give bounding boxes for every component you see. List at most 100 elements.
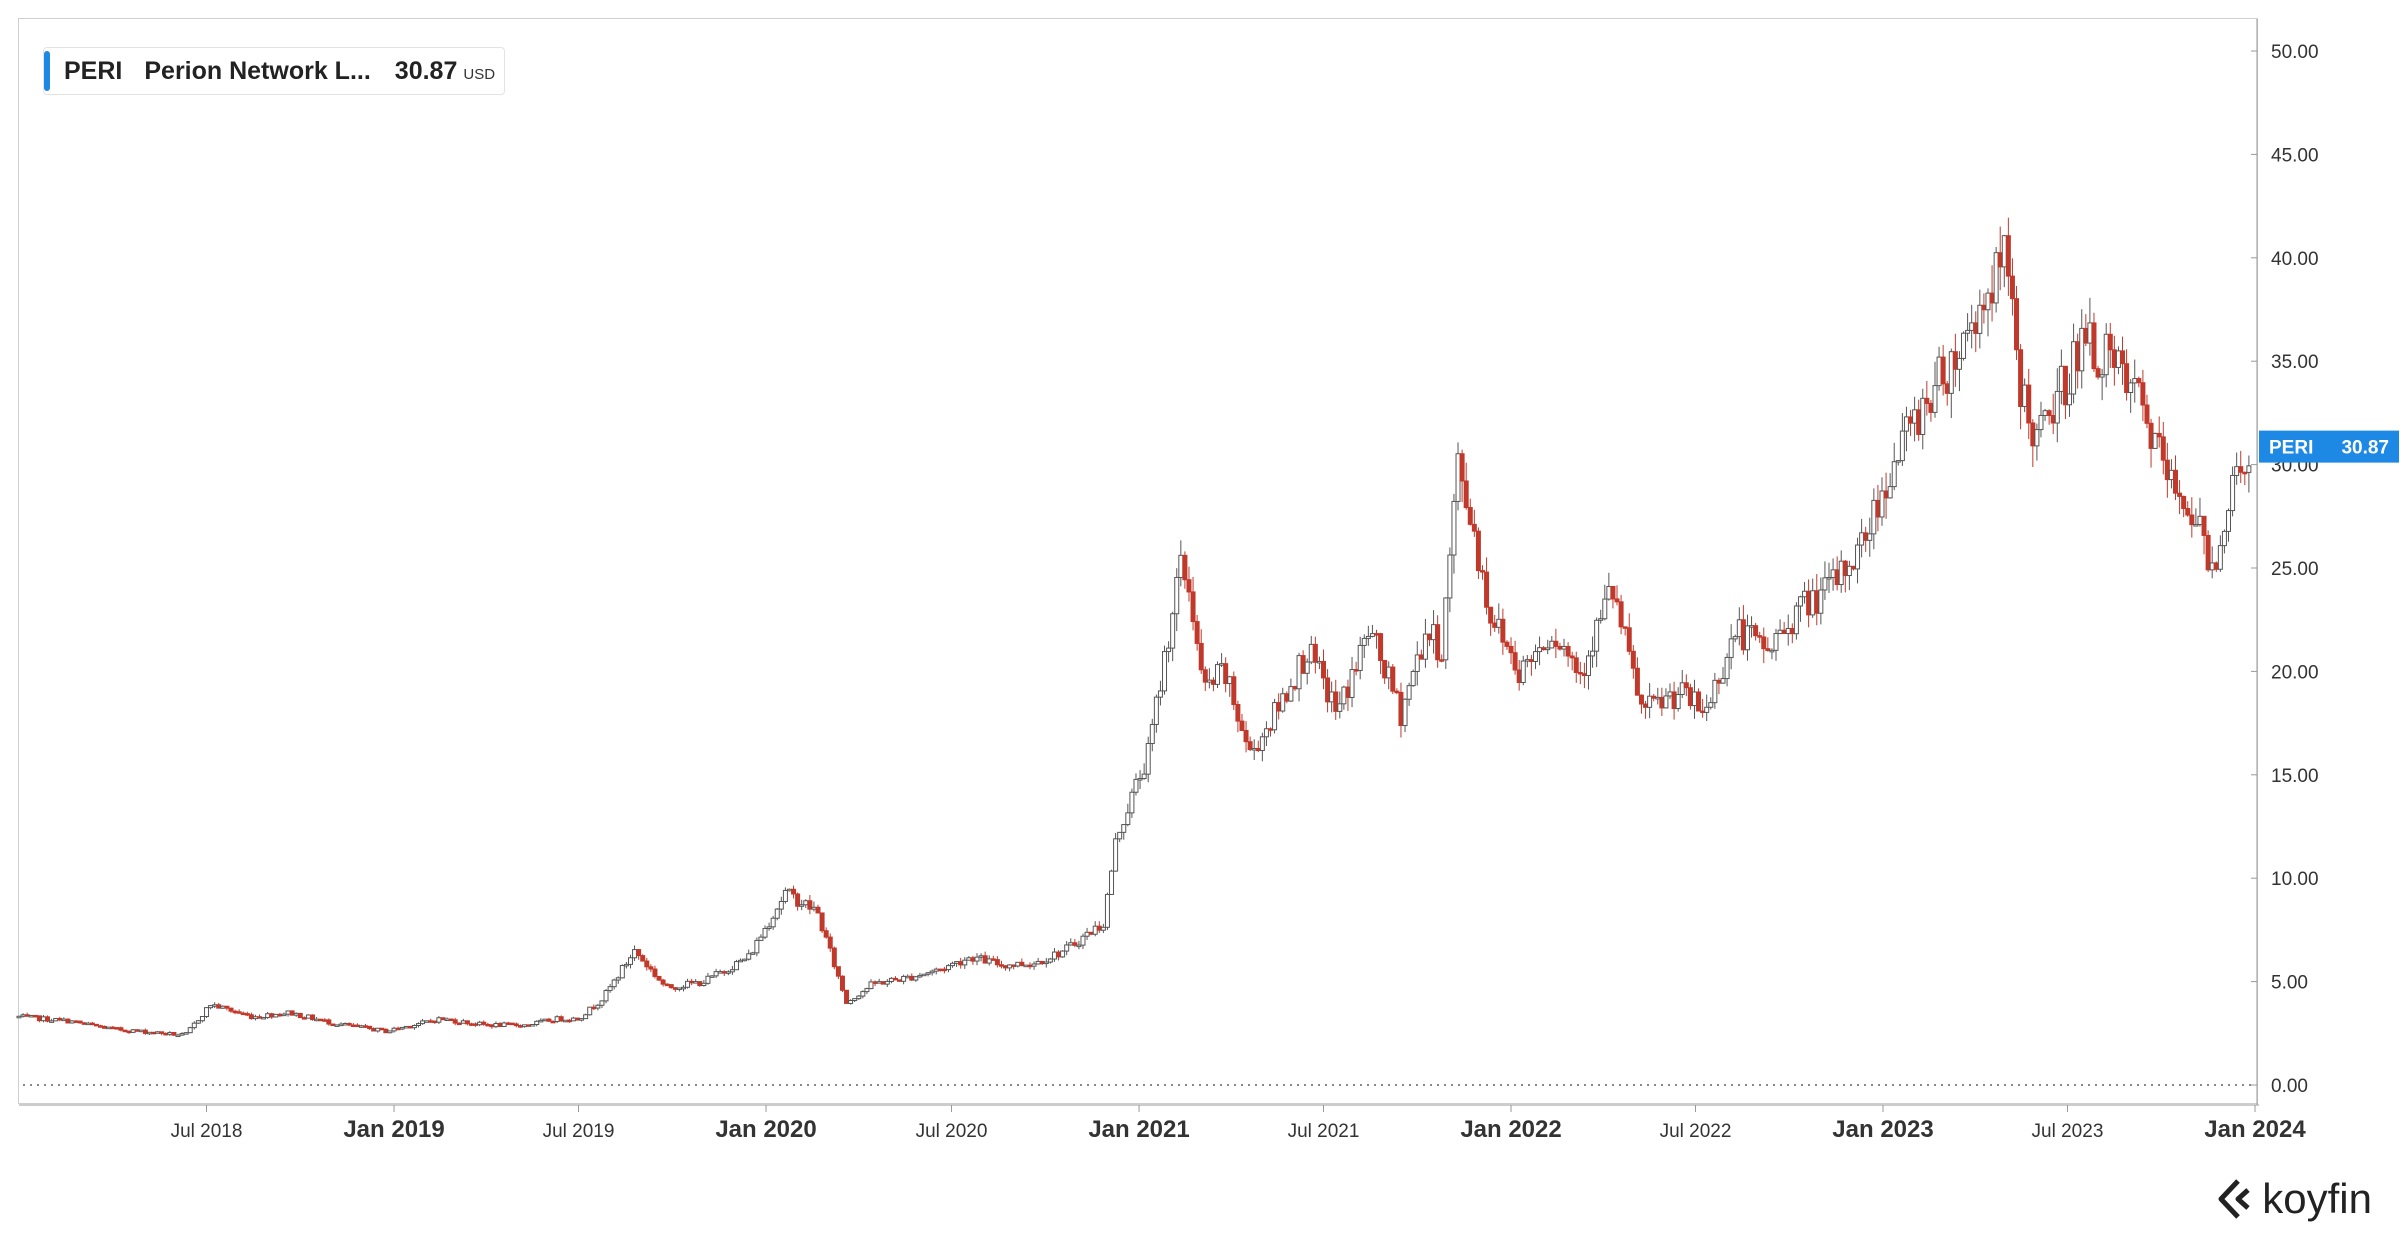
candle-body <box>1965 329 1971 334</box>
candle-body <box>521 1024 527 1028</box>
candle-body <box>587 1006 593 1016</box>
candle-body <box>562 1019 568 1023</box>
candle-body <box>1594 619 1600 652</box>
candle-body <box>1838 560 1844 586</box>
candle-body <box>1952 351 1958 370</box>
candle-body <box>1667 691 1673 697</box>
candle-body <box>1826 576 1832 580</box>
candle-body <box>766 926 772 929</box>
candle-body <box>2099 374 2105 378</box>
candle-body <box>1708 702 1714 708</box>
candle-body <box>49 1020 55 1023</box>
candle-body <box>1891 461 1897 488</box>
candle-body <box>1916 409 1922 435</box>
candle-body <box>994 959 1000 966</box>
candle-body <box>1700 710 1706 714</box>
candle-body <box>982 955 988 964</box>
candle-body <box>1797 596 1803 607</box>
y-tick-label: 25.00 <box>2271 559 2319 580</box>
candle-body <box>2103 333 2109 376</box>
candle-body <box>1337 703 1343 712</box>
candle-body <box>2022 384 2028 407</box>
candle-body <box>2193 524 2199 527</box>
candle-body <box>868 981 874 990</box>
candle-body <box>1541 647 1547 651</box>
candle-body <box>1463 480 1469 509</box>
candle-body <box>1357 644 1363 671</box>
candle-body <box>876 981 882 984</box>
candle-body <box>28 1014 34 1018</box>
koyfin-logo: koyfin <box>2214 1174 2372 1224</box>
candle-body <box>1325 677 1331 703</box>
candle-body <box>1471 523 1477 532</box>
candle-body <box>1149 723 1155 745</box>
candle-body <box>1361 637 1367 646</box>
candle-body <box>301 1017 307 1020</box>
chart-panel: 0.00 5.00 10.00 15.00 20.00 25.00 30.00 35.00 40… <box>16 18 2399 1143</box>
candle-body <box>880 981 886 985</box>
candle-body <box>1724 656 1730 680</box>
candle-body <box>220 1005 226 1009</box>
candle-body <box>1202 669 1208 683</box>
candle-body <box>1422 633 1428 660</box>
candle-body <box>391 1027 397 1032</box>
candle-body <box>644 960 650 968</box>
candle-body <box>1561 645 1567 650</box>
candle-body <box>619 964 625 979</box>
candle-body <box>212 1004 218 1007</box>
candle-body <box>77 1020 83 1024</box>
candle-body <box>1402 698 1408 727</box>
ticker-legend[interactable]: PERI Perion Network L... 30.87 USD <box>43 47 505 95</box>
y-tick-label: 45.00 <box>2271 145 2319 166</box>
candle-body <box>1818 589 1824 614</box>
candle-body <box>2009 275 2015 300</box>
candle-body <box>1598 618 1604 621</box>
candle-body <box>1626 627 1632 652</box>
last-price-tag <box>2259 430 2399 463</box>
candle-body <box>1659 696 1665 709</box>
candle-body <box>1757 635 1763 638</box>
candle-body <box>1023 964 1029 968</box>
candle-body <box>2107 333 2113 351</box>
candle-body <box>970 957 976 962</box>
candle-body <box>1834 569 1840 586</box>
candle-body <box>974 956 980 962</box>
price-chart[interactable]: 0.005.0010.0015.0020.0025.0030.0035.0040… <box>16 19 2399 1143</box>
candle-body <box>1696 691 1702 712</box>
candle-body <box>269 1013 275 1018</box>
candle-body <box>1137 778 1143 781</box>
candle-body <box>1292 686 1298 690</box>
candle-body <box>815 906 821 914</box>
candle-body <box>1349 669 1355 698</box>
candle-body <box>224 1005 230 1009</box>
candle-body <box>1622 626 1628 629</box>
candle-body <box>2181 495 2187 510</box>
candle-body <box>1981 304 1987 311</box>
candle-body <box>444 1018 450 1022</box>
candle-body <box>204 1007 210 1018</box>
candle-body <box>1602 598 1608 620</box>
candle-body <box>848 999 854 1004</box>
candle-body <box>289 1010 295 1016</box>
candle-body <box>1007 964 1013 969</box>
candle-body <box>1744 625 1750 651</box>
candle-body <box>623 963 629 967</box>
candle-body <box>668 984 674 989</box>
candle-body <box>1777 629 1783 635</box>
candle-body <box>937 968 943 972</box>
candle-body <box>489 1024 495 1028</box>
candle-body <box>1080 935 1086 946</box>
candle-body <box>1263 728 1269 738</box>
candle-body <box>1956 357 1962 370</box>
candle-body <box>106 1026 112 1030</box>
candle-body <box>648 966 654 970</box>
candle-body <box>1638 694 1644 705</box>
candle-body <box>1439 659 1445 662</box>
candle-body <box>1863 532 1869 541</box>
candle-body <box>53 1017 59 1022</box>
x-tick-label: Jul 2020 <box>916 1121 988 1142</box>
candle-body <box>1378 633 1384 661</box>
candle-body <box>155 1031 161 1034</box>
candle-body <box>799 904 805 907</box>
candle-body <box>1231 676 1237 706</box>
